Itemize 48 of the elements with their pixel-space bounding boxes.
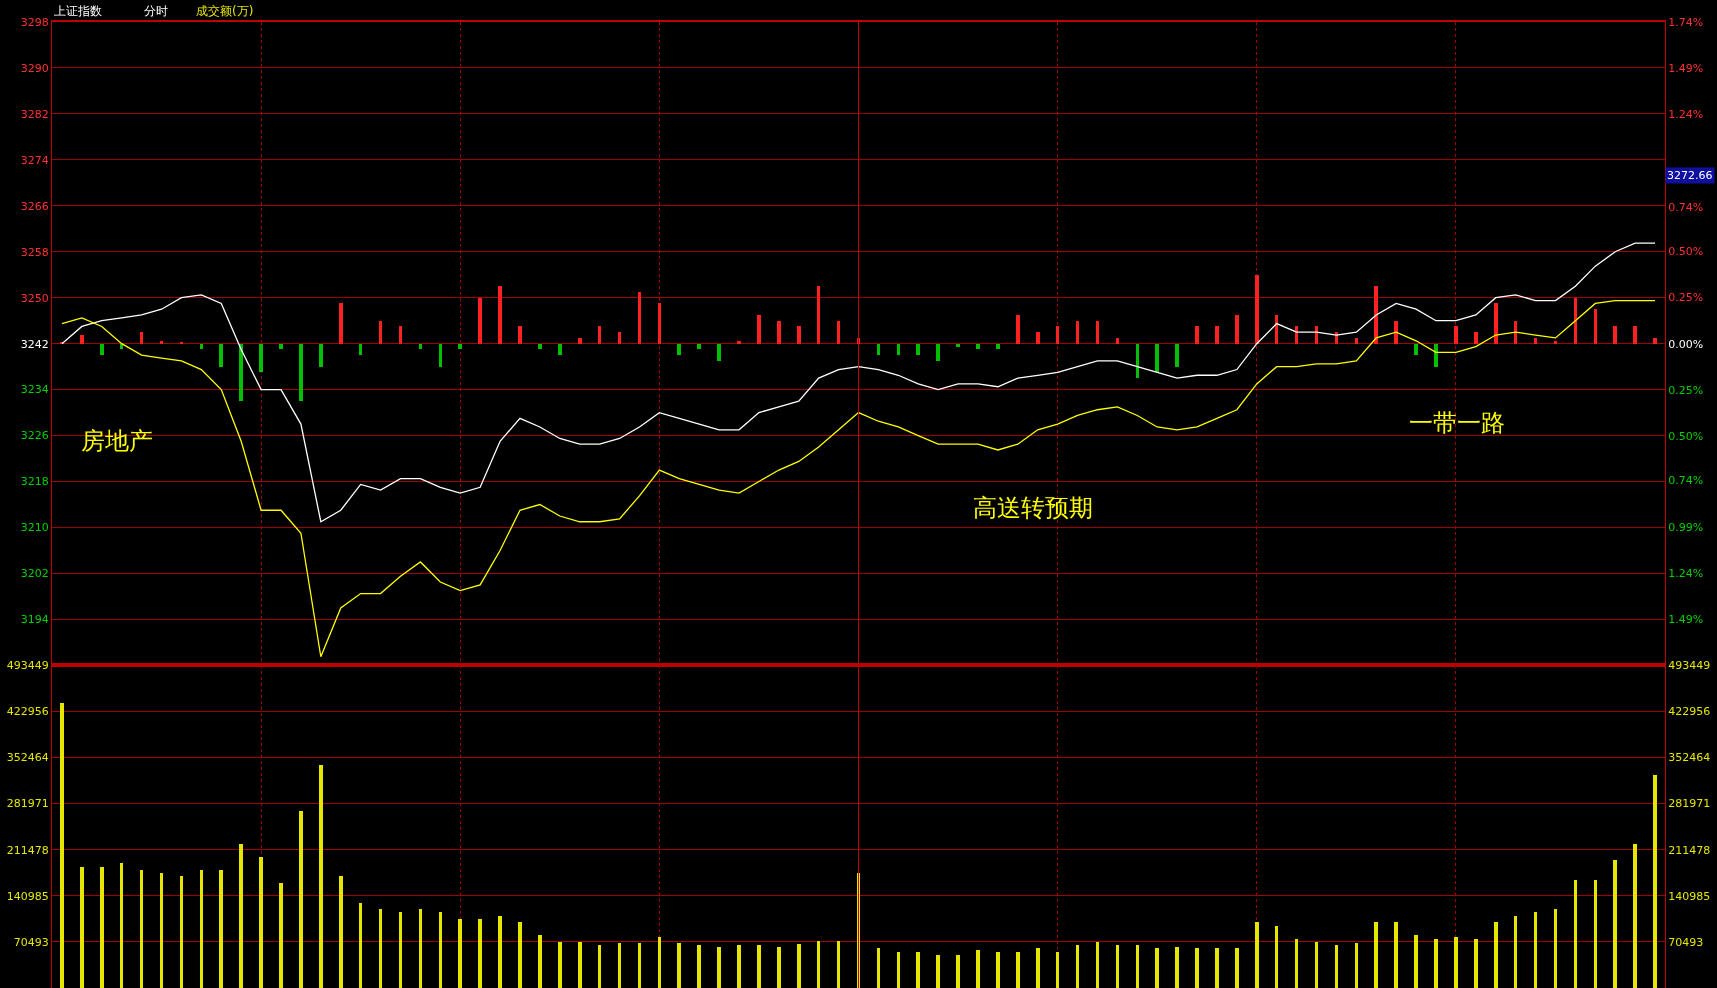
y-tick-label: 3298 xyxy=(20,15,49,29)
chart-subtitle: 分时 xyxy=(144,4,168,18)
y2-tick-label: 0.50% xyxy=(1668,245,1704,259)
y2-tick-label: 1.49% xyxy=(1668,612,1704,626)
y2-tick-label: 0.25% xyxy=(1668,291,1704,305)
y2-tick-label: 1.49% xyxy=(1668,62,1704,76)
y2-tick-label: 140985 xyxy=(1668,889,1711,903)
y-tick-label: 3226 xyxy=(20,429,49,443)
y-tick-label: 352464 xyxy=(6,751,49,765)
y2-tick-label: 0.00% xyxy=(1668,337,1704,351)
y-tick-label: 422956 xyxy=(6,705,49,719)
y2-tick-label: 0.50% xyxy=(1668,429,1704,443)
text: 3272.66 xyxy=(1667,169,1713,182)
y2-tick-label: 422956 xyxy=(1668,705,1711,719)
annotation: 一带一路 xyxy=(1409,409,1505,437)
y-tick-label: 3274 xyxy=(20,153,49,167)
y-tick-label: 3194 xyxy=(20,613,49,627)
text: 成交额(万) xyxy=(196,4,254,18)
y2-tick-label: 1.74% xyxy=(1668,15,1704,29)
y2-tick-label: 211478 xyxy=(1668,843,1711,857)
y2-tick-label: 0.25% xyxy=(1668,383,1704,397)
y2-tick-label: 70493 xyxy=(1668,935,1704,949)
y-tick-label: 3266 xyxy=(20,199,49,213)
y-tick-label: 3242 xyxy=(20,337,49,351)
annotation: 房地产 xyxy=(81,427,153,455)
y-tick-label: 3290 xyxy=(20,61,49,75)
y2-tick-label: 493449 xyxy=(1668,659,1711,673)
y2-tick-label: 0.74% xyxy=(1668,200,1704,214)
y-tick-label: 3210 xyxy=(20,521,49,535)
chart-title: 上证指数 xyxy=(54,4,102,18)
y2-tick-label: 1.24% xyxy=(1668,566,1704,580)
y2-tick-label: 0.74% xyxy=(1668,474,1704,488)
annotation: 高送转预期 xyxy=(973,494,1093,522)
y-tick-label: 3258 xyxy=(20,245,49,259)
y-tick-label: 3282 xyxy=(20,107,49,121)
y-tick-label: 140985 xyxy=(6,889,49,903)
y-tick-label: 281971 xyxy=(6,797,49,811)
y-tick-label: 211478 xyxy=(6,843,49,857)
y-tick-label: 3234 xyxy=(20,383,49,397)
y2-tick-label: 1.24% xyxy=(1668,108,1704,122)
y2-tick-label: 0.99% xyxy=(1668,520,1704,534)
y-tick-label: 493449 xyxy=(6,659,49,673)
y-tick-label: 3202 xyxy=(20,567,49,581)
y2-tick-label: 281971 xyxy=(1668,797,1711,811)
y-tick-label: 70493 xyxy=(13,935,49,949)
y-tick-label: 3218 xyxy=(20,475,49,489)
y2-tick-label: 352464 xyxy=(1668,751,1711,765)
y-tick-label: 3250 xyxy=(20,291,49,305)
